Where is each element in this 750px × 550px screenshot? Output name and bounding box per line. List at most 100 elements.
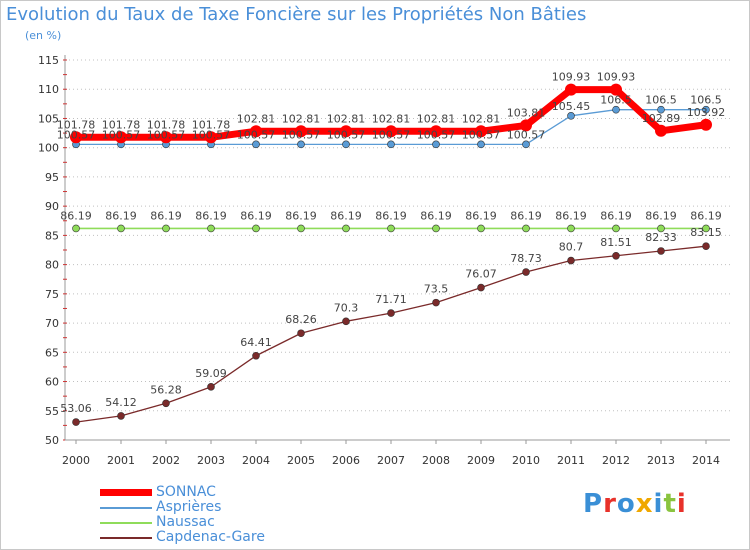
data-label: 102.81 [462, 112, 501, 125]
data-point [385, 125, 397, 138]
x-tick-label: 2009 [467, 454, 495, 467]
data-label: 103.81 [507, 106, 546, 119]
data-point [612, 251, 620, 260]
x-tick-label: 2000 [62, 454, 90, 467]
data-point [567, 256, 575, 265]
data-label: 102.81 [327, 112, 366, 125]
x-tick-label: 2008 [422, 454, 450, 467]
data-label: 86.19 [420, 209, 452, 222]
data-point [160, 131, 172, 144]
data-point [297, 140, 305, 149]
logo-letter: t [663, 489, 677, 519]
x-tick-label: 2007 [377, 454, 405, 467]
data-point [567, 224, 575, 233]
data-label: 100.57 [147, 128, 186, 141]
data-point [205, 131, 217, 144]
data-label: 100.57 [417, 128, 456, 141]
data-label: 100.57 [462, 128, 501, 141]
chart-unit: (en %) [25, 29, 62, 42]
data-label: 100.57 [57, 128, 96, 141]
data-point [612, 224, 620, 233]
data-label: 103.92 [687, 106, 726, 119]
data-label: 59.09 [195, 367, 227, 380]
x-tick-label: 2001 [107, 454, 135, 467]
data-point [162, 224, 170, 233]
data-label: 100.57 [282, 128, 321, 141]
legend: SONNAC Asprières Naussac Capdenac-Gare [100, 485, 265, 545]
data-label: 102.81 [417, 112, 456, 125]
data-label: 86.19 [465, 209, 497, 222]
y-tick-label: 55 [45, 405, 59, 418]
data-label: 76.07 [465, 268, 497, 281]
legend-label: SONNAC [156, 484, 216, 500]
data-label: 109.93 [597, 71, 636, 84]
data-point [297, 329, 305, 338]
logo-letter: x [635, 489, 654, 519]
data-point [72, 224, 80, 233]
data-label: 106.5 [645, 94, 677, 107]
legend-item: Asprières [100, 500, 265, 515]
data-point [432, 140, 440, 149]
data-label: 100.57 [102, 128, 141, 141]
data-point [387, 224, 395, 233]
data-point [297, 224, 305, 233]
data-label: 100.57 [237, 128, 276, 141]
data-point [477, 140, 485, 149]
data-label: 105.45 [552, 100, 591, 113]
data-label: 100.57 [327, 128, 366, 141]
data-label: 100.57 [192, 128, 231, 141]
data-point [117, 224, 125, 233]
y-tick-label: 50 [45, 434, 59, 447]
y-tick-label: 65 [45, 346, 59, 359]
data-label: 56.28 [150, 383, 182, 396]
data-point [702, 242, 710, 250]
data-point [700, 118, 712, 131]
data-label: 86.19 [150, 209, 182, 222]
y-tick-label: 115 [38, 54, 59, 67]
legend-item: Naussac [100, 515, 265, 530]
data-label: 53.06 [60, 402, 92, 415]
data-point [432, 298, 440, 307]
chart-title: Evolution du Taux de Taxe Foncière sur l… [6, 4, 587, 25]
legend-swatch [100, 506, 152, 509]
legend-label: Asprières [156, 499, 222, 515]
data-point [115, 131, 127, 144]
legend-swatch [100, 536, 152, 539]
x-tick-label: 2003 [197, 454, 225, 467]
data-label: 86.19 [645, 209, 677, 222]
data-point [567, 112, 575, 120]
x-tick-label: 2011 [557, 454, 585, 467]
data-point [162, 399, 170, 408]
x-tick-label: 2014 [692, 454, 720, 467]
y-tick-label: 80 [45, 259, 59, 272]
x-tick-label: 2005 [287, 454, 315, 467]
data-point [342, 140, 350, 149]
x-tick-label: 2013 [647, 454, 675, 467]
y-tick-label: 95 [45, 171, 59, 184]
y-tick-label: 85 [45, 229, 59, 242]
data-point [520, 119, 532, 132]
data-point [477, 283, 485, 292]
data-point [387, 140, 395, 149]
data-point [340, 125, 352, 138]
data-point [702, 105, 710, 114]
data-label: 73.5 [424, 283, 449, 296]
data-label: 54.12 [105, 396, 137, 409]
data-label: 83.15 [690, 226, 722, 239]
x-tick-label: 2012 [602, 454, 630, 467]
data-point [250, 125, 262, 138]
data-point [430, 125, 442, 138]
logo-letter: P [583, 489, 604, 519]
data-label: 102.81 [237, 112, 276, 125]
data-label: 86.19 [600, 209, 632, 222]
data-point [295, 125, 307, 138]
logo-letter: r [603, 489, 617, 519]
data-point [612, 105, 620, 114]
data-point [522, 140, 530, 149]
x-tick-label: 2006 [332, 454, 360, 467]
data-point [72, 418, 80, 426]
legend-swatch [100, 489, 152, 496]
y-tick-label: 110 [38, 83, 59, 96]
